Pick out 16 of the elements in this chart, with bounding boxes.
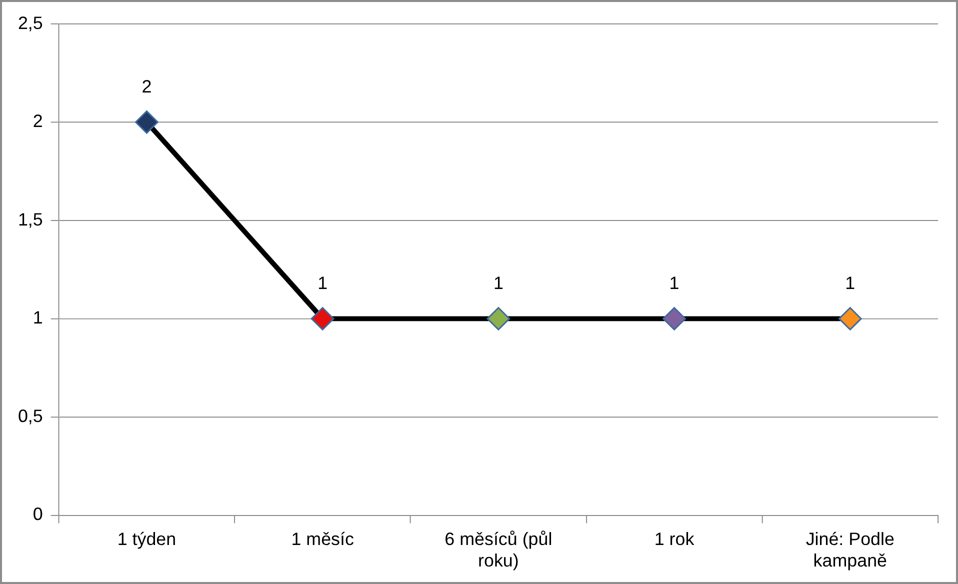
x-tick-label: 1 měsíc: [291, 528, 354, 549]
x-tick-label: Jiné: Podle kampaně: [806, 528, 895, 570]
data-label: 1: [669, 272, 680, 293]
data-label: 1: [318, 272, 328, 293]
x-tick-label: 1 rok: [654, 528, 694, 549]
y-tick-label: 1,5: [18, 209, 43, 230]
x-tick-label: 6 měsíců (půl roku): [444, 528, 552, 570]
data-label: 1: [845, 272, 856, 293]
y-tick-label: 1: [32, 308, 43, 328]
data-label: 1: [493, 272, 504, 293]
y-tick-label: 2,5: [18, 12, 43, 33]
y-tick-label: 0,5: [18, 406, 43, 426]
y-tick-label: 2: [32, 111, 43, 132]
y-tick-label: 0: [32, 504, 43, 524]
x-tick-label: 1 týden: [117, 528, 176, 549]
data-label: 2: [142, 76, 152, 96]
